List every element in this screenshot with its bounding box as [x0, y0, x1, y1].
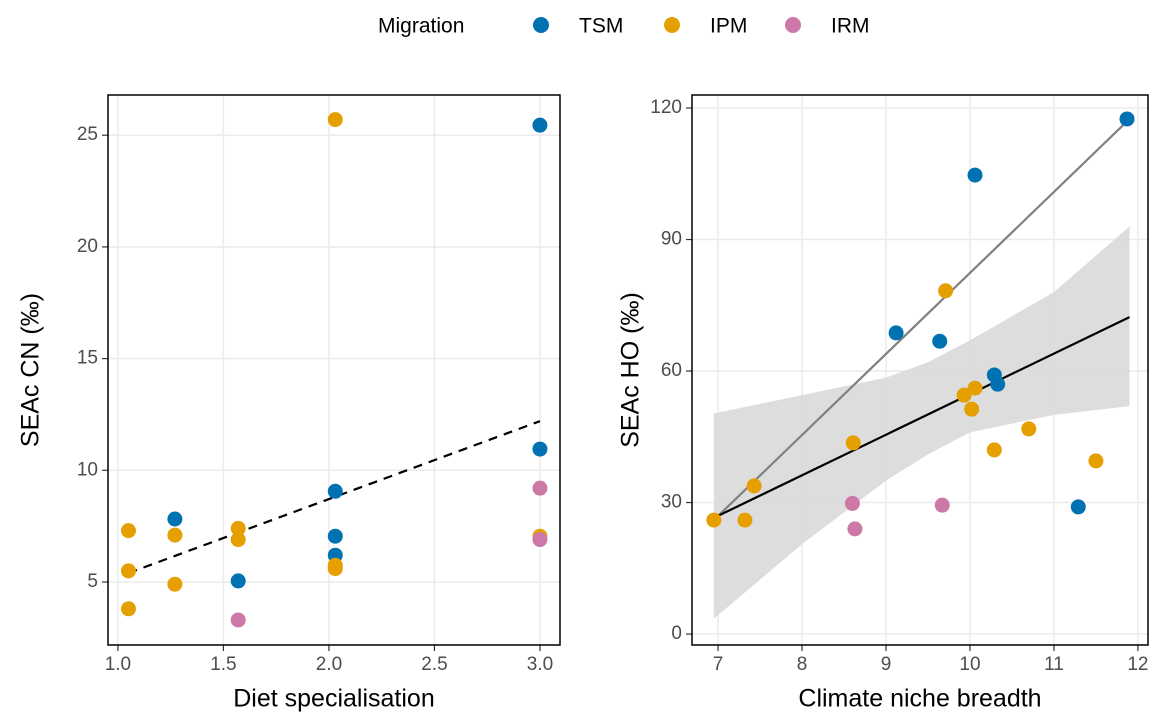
point: [230, 612, 246, 628]
y-tick-label: 120: [650, 97, 682, 118]
legend-label: IPM: [710, 15, 747, 38]
point: [737, 512, 753, 528]
point: [990, 376, 1006, 392]
y-tick-label: 90: [661, 229, 682, 250]
legend-marker: [664, 17, 680, 33]
x-axis-title: Climate niche breadth: [798, 685, 1041, 713]
x-tick-label: 2.0: [316, 654, 342, 675]
y-axis-title: SEAc HO (‰): [617, 292, 645, 448]
point: [532, 480, 548, 496]
y-tick-label: 5: [87, 571, 98, 592]
point: [532, 532, 548, 548]
legend-marker: [785, 17, 801, 33]
point: [167, 511, 183, 527]
point: [327, 561, 343, 577]
point: [532, 117, 548, 133]
point: [847, 521, 863, 537]
point: [986, 442, 1002, 458]
y-tick-label: 20: [77, 236, 98, 257]
point: [938, 283, 954, 299]
x-tick-label: 12: [1127, 654, 1148, 675]
point: [532, 441, 548, 457]
y-tick-label: 60: [661, 360, 682, 381]
point: [120, 563, 136, 579]
trend-line: [713, 118, 1131, 521]
point: [967, 380, 983, 396]
panel-border: [107, 94, 561, 646]
point: [327, 112, 343, 128]
trend-line: [713, 316, 1130, 519]
x-axis-title: Diet specialisation: [233, 685, 435, 713]
point: [327, 483, 343, 499]
x-tick-label: 10: [959, 654, 980, 675]
x-tick-label: 9: [881, 654, 892, 675]
point: [230, 532, 246, 548]
x-tick-label: 8: [797, 654, 808, 675]
point: [967, 167, 983, 183]
x-tick-label: 2.5: [421, 654, 447, 675]
point: [746, 478, 762, 494]
x-tick-label: 1.0: [105, 654, 131, 675]
x-tick-label: 11: [1044, 654, 1064, 675]
point: [844, 495, 860, 511]
point: [327, 528, 343, 544]
x-tick-label: 7: [713, 654, 724, 675]
legend-marker: [533, 17, 549, 33]
panel-border: [691, 94, 1149, 646]
point: [932, 333, 948, 349]
point: [1070, 499, 1086, 515]
point: [845, 435, 861, 451]
panel: 1.0 1.5 2.0 2.5 3.0 5 10 15 20 25 Diet specialisat…: [17, 94, 561, 713]
point: [964, 401, 980, 417]
y-axis-title: SEAc CN (‰): [17, 293, 45, 447]
x-tick-label: 3.0: [527, 654, 553, 675]
point: [167, 576, 183, 592]
y-tick-label: 0: [671, 623, 682, 644]
point: [934, 497, 950, 513]
point: [120, 523, 136, 539]
point: [1088, 453, 1104, 469]
legend-title: Migration: [378, 15, 464, 38]
point: [706, 512, 722, 528]
point: [120, 601, 136, 617]
legend-label: IRM: [831, 15, 870, 38]
x-tick-label: 1.5: [210, 654, 236, 675]
point: [167, 527, 183, 543]
legend-label: TSM: [579, 15, 623, 38]
y-tick-label: 30: [661, 492, 682, 513]
confidence-band: [713, 226, 1130, 619]
y-tick-label: 10: [77, 459, 98, 480]
y-tick-label: 15: [77, 348, 98, 369]
point: [230, 573, 246, 589]
point: [956, 387, 972, 403]
point: [888, 325, 904, 341]
point: [1021, 421, 1037, 437]
point: [1119, 111, 1135, 127]
y-tick-label: 25: [77, 124, 98, 145]
point: [230, 520, 246, 536]
